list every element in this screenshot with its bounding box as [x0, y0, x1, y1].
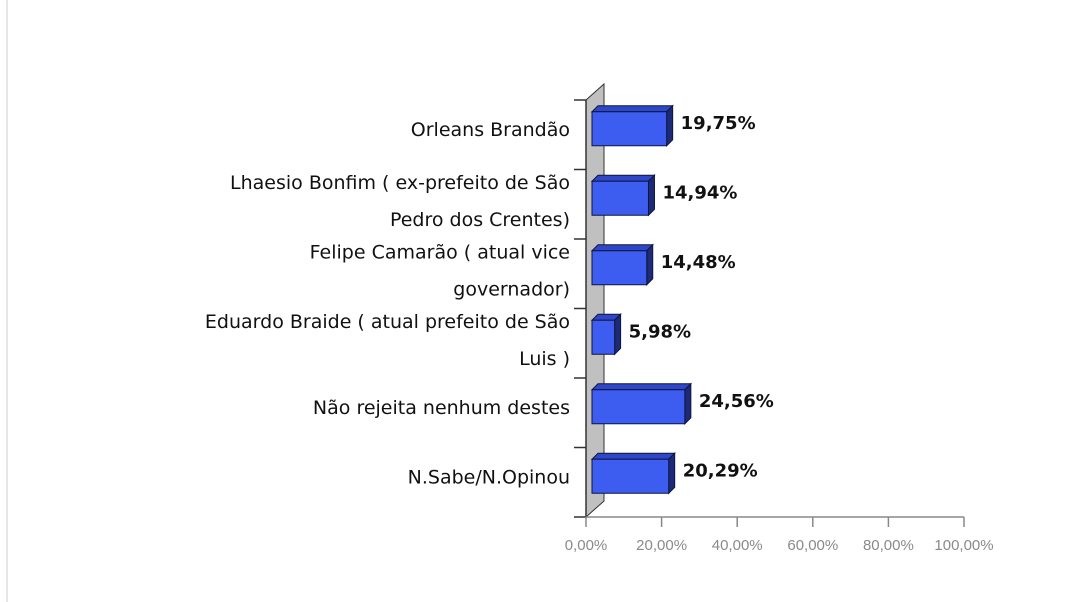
x-tick-label: 60,00% [787, 537, 838, 554]
page-edge [6, 0, 8, 602]
bar-top-face [590, 174, 656, 182]
bar [591, 458, 670, 494]
category-label: Pedro dos Crentes) [390, 209, 570, 231]
bar-side-face [666, 104, 674, 147]
bar-top-face [590, 244, 654, 252]
bar [591, 319, 616, 355]
chart-wall [585, 82, 605, 519]
category-label: governador) [453, 278, 570, 300]
category-label: Eduardo Braide ( atual prefeito de São [205, 311, 570, 333]
bar-top-face [590, 105, 674, 113]
bar [591, 180, 649, 216]
bar-value-label: 14,48% [661, 252, 736, 273]
bar-value-label: 19,75% [681, 113, 756, 134]
category-label: Luis ) [519, 348, 570, 370]
x-tick-label: 0,00% [565, 537, 608, 554]
category-label: Orleans Brandão [411, 119, 570, 141]
x-tick-label: 100,00% [934, 537, 993, 554]
category-label: N.Sabe/N.Opinou [408, 466, 570, 488]
bar-value-label: 24,56% [699, 391, 774, 412]
bar-top-face [590, 383, 693, 391]
bar-value-label: 14,94% [662, 182, 737, 203]
bar-side-face [646, 243, 654, 286]
category-label: Felipe Camarão ( atual vice [310, 241, 570, 263]
x-tick-label: 40,00% [712, 537, 763, 554]
category-label: Não rejeita nenhum destes [313, 397, 570, 419]
x-tick-label: 80,00% [863, 537, 914, 554]
bar [591, 389, 686, 425]
bar-value-label: 5,98% [629, 321, 691, 342]
bar-side-face [647, 174, 655, 217]
bar [591, 250, 648, 286]
category-label: Lhaesio Bonfim ( ex-prefeito de São [230, 172, 570, 194]
bar-side-face [684, 382, 692, 425]
bar [591, 111, 668, 147]
bar-side-face [668, 452, 676, 495]
bar-top-face [590, 452, 676, 460]
bar-value-label: 20,29% [683, 460, 758, 481]
x-tick-label: 20,00% [636, 537, 687, 554]
bar-side-face [614, 313, 622, 356]
